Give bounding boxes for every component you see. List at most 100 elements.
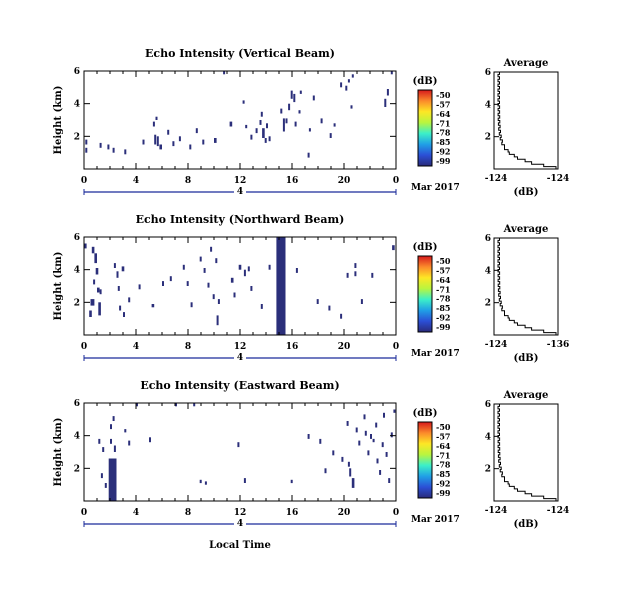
y-axis-label: Height (km) bbox=[53, 86, 64, 155]
colorbar-tick-label: -92 bbox=[436, 479, 450, 489]
x-tick-label: 16 bbox=[286, 508, 299, 518]
data-cell bbox=[113, 263, 116, 268]
data-cell bbox=[151, 304, 155, 308]
data-cell bbox=[124, 149, 127, 155]
data-cell bbox=[376, 458, 379, 464]
data-cell bbox=[346, 272, 349, 278]
data-cell bbox=[229, 121, 233, 127]
colorbar-tick-label: -71 bbox=[436, 118, 450, 128]
y-tick-label: 6 bbox=[74, 67, 80, 77]
data-cell bbox=[238, 264, 242, 270]
data-cell bbox=[237, 442, 240, 448]
colorbar-tick-label: -71 bbox=[436, 284, 450, 294]
data-cell bbox=[347, 461, 350, 467]
colorbar-tick-label: -57 bbox=[436, 431, 450, 441]
data-cell bbox=[319, 438, 322, 444]
profile-title: Average bbox=[503, 58, 549, 69]
data-cell bbox=[329, 133, 332, 138]
data-cell bbox=[324, 468, 327, 474]
data-cell bbox=[276, 237, 286, 335]
data-cell bbox=[104, 483, 107, 488]
data-cell bbox=[360, 299, 363, 304]
data-cell bbox=[347, 79, 350, 83]
data-cell bbox=[379, 470, 382, 475]
x-tick-label: 16 bbox=[286, 176, 299, 186]
profile-x-tick-label: -124 bbox=[485, 340, 508, 350]
data-cell bbox=[340, 313, 343, 319]
data-cell bbox=[210, 246, 213, 252]
data-cell bbox=[308, 128, 311, 132]
profile-y-tick-label: 2 bbox=[485, 299, 491, 309]
data-cell bbox=[370, 434, 372, 439]
profile-y-tick-label: 4 bbox=[485, 432, 491, 442]
data-cell bbox=[99, 142, 102, 148]
panel-title: Echo Intensity (Vertical Beam) bbox=[145, 47, 335, 60]
data-cell bbox=[259, 120, 262, 125]
data-cell bbox=[216, 315, 219, 326]
colorbar-unit: (dB) bbox=[413, 76, 438, 87]
data-cell bbox=[299, 90, 302, 94]
data-cell bbox=[94, 253, 97, 264]
data-cell bbox=[167, 129, 170, 135]
data-cell bbox=[358, 440, 361, 446]
colorbar-tick-label: -50 bbox=[436, 422, 451, 432]
data-cell bbox=[155, 116, 158, 120]
data-cell bbox=[328, 305, 331, 311]
profile-x-tick-label: -124 bbox=[485, 506, 508, 516]
data-cell bbox=[223, 71, 226, 75]
profile-curve bbox=[497, 403, 557, 501]
y-tick-label: 4 bbox=[74, 266, 80, 276]
day-marker-label: 4 bbox=[237, 187, 243, 197]
data-cell bbox=[93, 279, 96, 285]
data-cell bbox=[266, 123, 268, 129]
data-cell bbox=[152, 121, 155, 127]
profile-y-tick-label: 2 bbox=[485, 133, 491, 143]
colorbar-tick-label: -71 bbox=[436, 450, 450, 460]
y-tick-label: 4 bbox=[74, 432, 80, 442]
x-tick-label: 4 bbox=[133, 342, 139, 352]
date-label: Mar 2017 bbox=[411, 515, 460, 525]
x-tick-label: 4 bbox=[133, 508, 139, 518]
x-tick-label: 20 bbox=[338, 508, 351, 518]
data-cell bbox=[193, 403, 196, 407]
data-cell bbox=[293, 93, 296, 103]
profile-frame bbox=[493, 71, 559, 170]
colorbar bbox=[417, 89, 433, 167]
data-cell bbox=[390, 432, 393, 438]
data-cell bbox=[175, 403, 177, 407]
data-cell bbox=[384, 98, 387, 107]
data-cell bbox=[354, 271, 357, 277]
profile-y-tick-label: 4 bbox=[485, 266, 491, 276]
colorbar-tick-label: -64 bbox=[436, 109, 451, 119]
data-cell bbox=[349, 468, 352, 477]
data-cell bbox=[162, 281, 164, 286]
y-tick-label: 4 bbox=[74, 100, 80, 110]
data-cell bbox=[89, 310, 92, 317]
colorbar bbox=[417, 421, 433, 499]
data-cell bbox=[340, 82, 343, 88]
date-label: Mar 2017 bbox=[411, 349, 460, 359]
colorbar-tick-label: -78 bbox=[436, 128, 451, 138]
profile-y-tick-label: 4 bbox=[485, 100, 491, 110]
y-tick-label: 2 bbox=[74, 464, 80, 474]
data-cell bbox=[346, 421, 349, 426]
data-cell bbox=[294, 121, 297, 127]
data-cell bbox=[90, 299, 95, 306]
data-cell bbox=[307, 434, 310, 439]
data-cell bbox=[203, 268, 206, 273]
data-cell bbox=[217, 299, 220, 304]
y-tick-label: 6 bbox=[74, 233, 80, 243]
data-cell bbox=[199, 479, 202, 484]
data-cell bbox=[85, 147, 88, 153]
data-cell bbox=[169, 276, 172, 282]
data-cell bbox=[214, 138, 217, 143]
data-cell bbox=[255, 128, 258, 134]
colorbar-tick-label: -50 bbox=[436, 90, 451, 100]
colorbar-tick-label: -85 bbox=[436, 303, 450, 313]
data-cell bbox=[381, 442, 384, 448]
x-tick-label: 0 bbox=[393, 342, 399, 352]
data-cell bbox=[110, 424, 112, 430]
data-cell bbox=[98, 438, 101, 444]
profile-y-tick-label: 2 bbox=[485, 465, 491, 475]
profile-x-tick-label: -124 bbox=[485, 174, 508, 184]
